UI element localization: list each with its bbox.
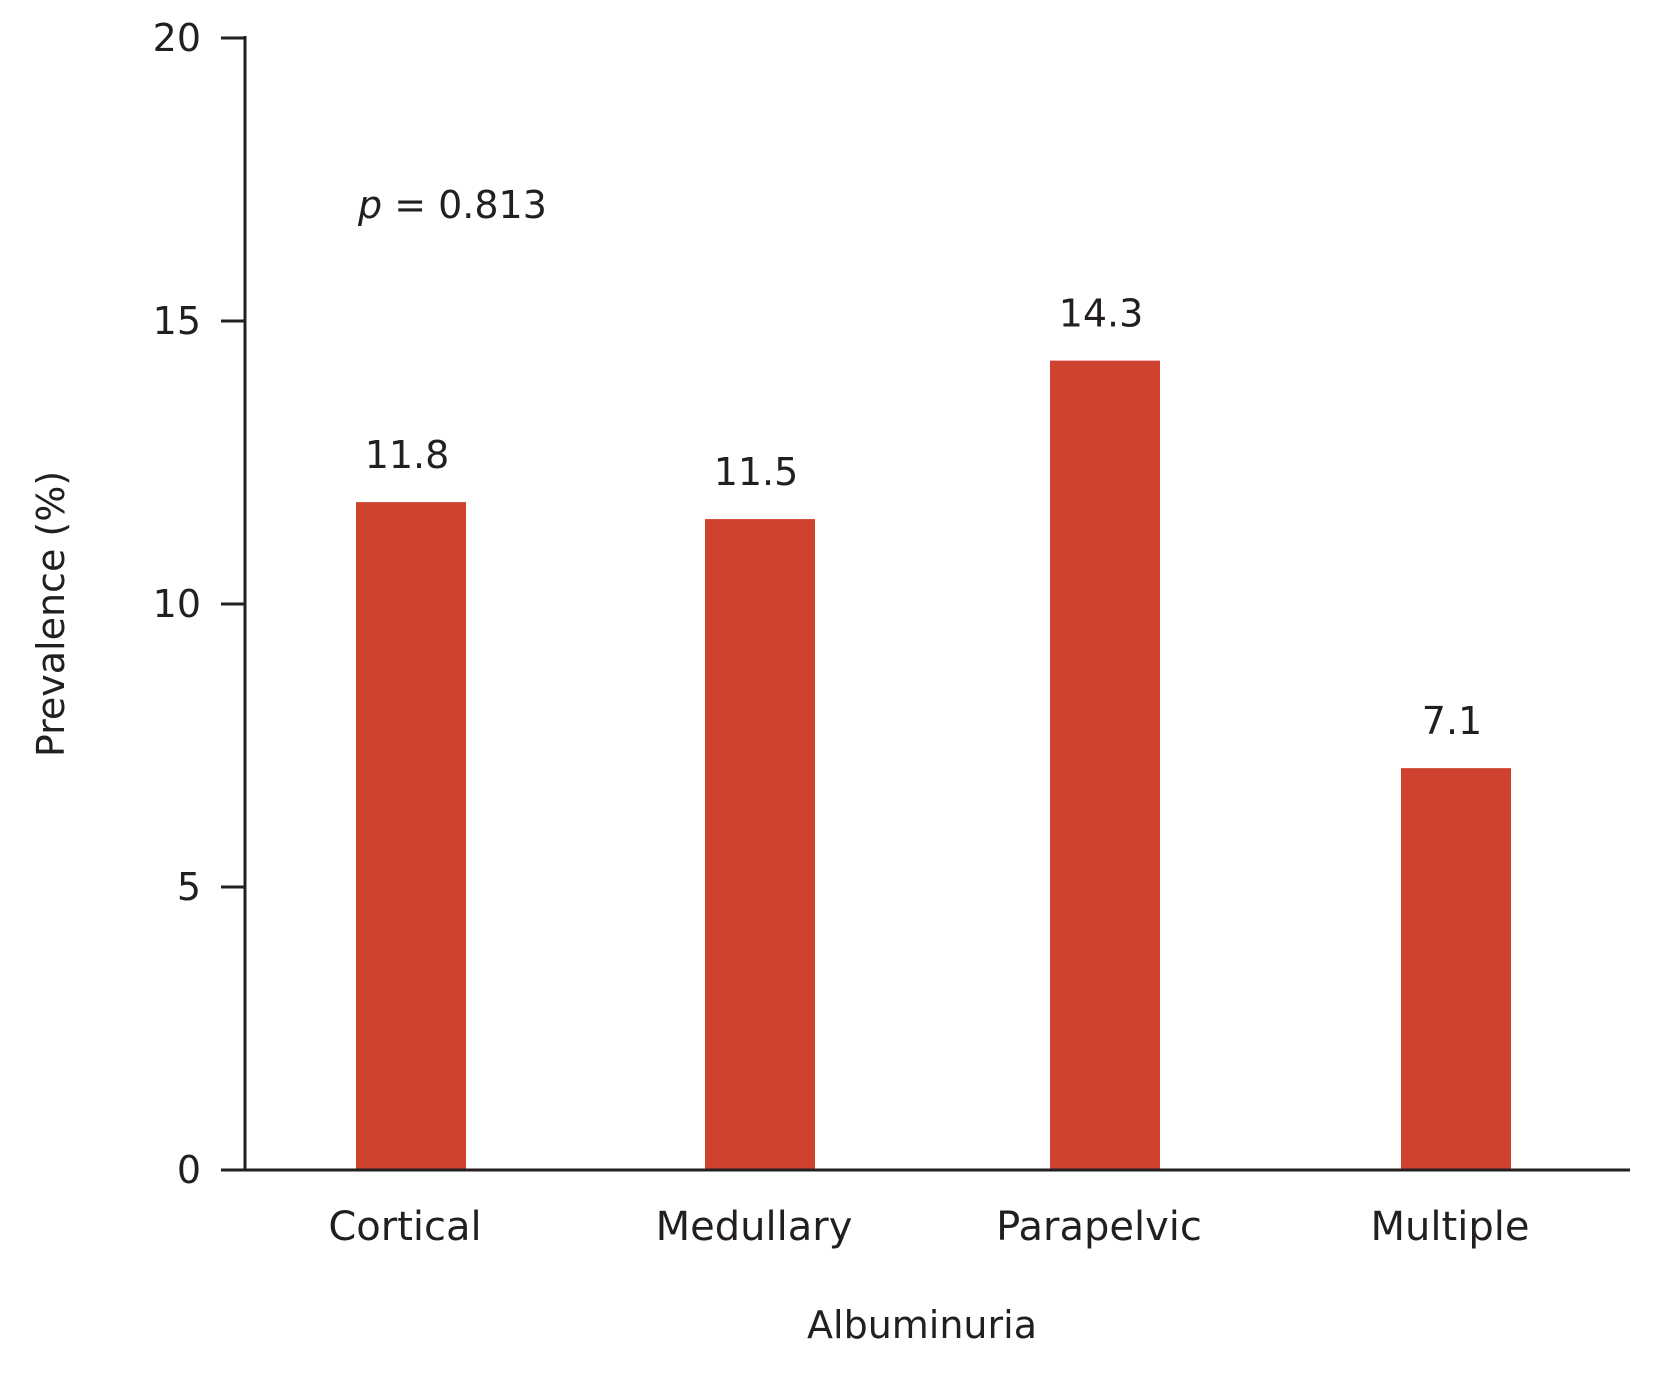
data-label-multiple: 7.1 bbox=[1422, 699, 1482, 743]
x-tick-label-parapelvic: Parapelvic bbox=[996, 1204, 1202, 1250]
data-label-medullary: 11.5 bbox=[714, 450, 799, 494]
data-label-cortical: 11.8 bbox=[365, 433, 450, 477]
bar-parapelvic bbox=[1050, 360, 1160, 1170]
y-axis-title: Prevalence (%) bbox=[29, 471, 73, 757]
p-value-annotation: p = 0.813 bbox=[357, 183, 547, 227]
x-tick-label-cortical: Cortical bbox=[328, 1204, 481, 1250]
y-axis: 0 5 10 15 20 bbox=[153, 16, 247, 1192]
x-tick-label-multiple: Multiple bbox=[1371, 1204, 1530, 1250]
data-label-parapelvic: 14.3 bbox=[1059, 292, 1144, 336]
x-axis-title: Albuminuria bbox=[807, 1303, 1037, 1347]
y-tick-label-0: 0 bbox=[177, 1148, 201, 1192]
y-tick-label-15: 15 bbox=[153, 299, 201, 343]
data-labels-group: 11.8 11.5 14.3 7.1 bbox=[365, 292, 1483, 744]
y-tick-label-10: 10 bbox=[153, 582, 201, 626]
x-axis: Cortical Medullary Parapelvic Multiple bbox=[243, 1168, 1630, 1250]
y-tick-label-20: 20 bbox=[153, 16, 201, 60]
x-tick-label-medullary: Medullary bbox=[656, 1204, 853, 1250]
bar-cortical bbox=[356, 502, 466, 1170]
y-ticks-group: 0 5 10 15 20 bbox=[153, 16, 245, 1192]
bars-group bbox=[356, 360, 1511, 1170]
p-value-text: = 0.813 bbox=[382, 183, 547, 227]
bar-medullary bbox=[705, 519, 815, 1170]
p-value-symbol: p bbox=[357, 183, 382, 227]
bar-multiple bbox=[1401, 768, 1511, 1170]
y-tick-label-5: 5 bbox=[177, 865, 201, 909]
x-tick-labels-group: Cortical Medullary Parapelvic Multiple bbox=[328, 1204, 1529, 1250]
